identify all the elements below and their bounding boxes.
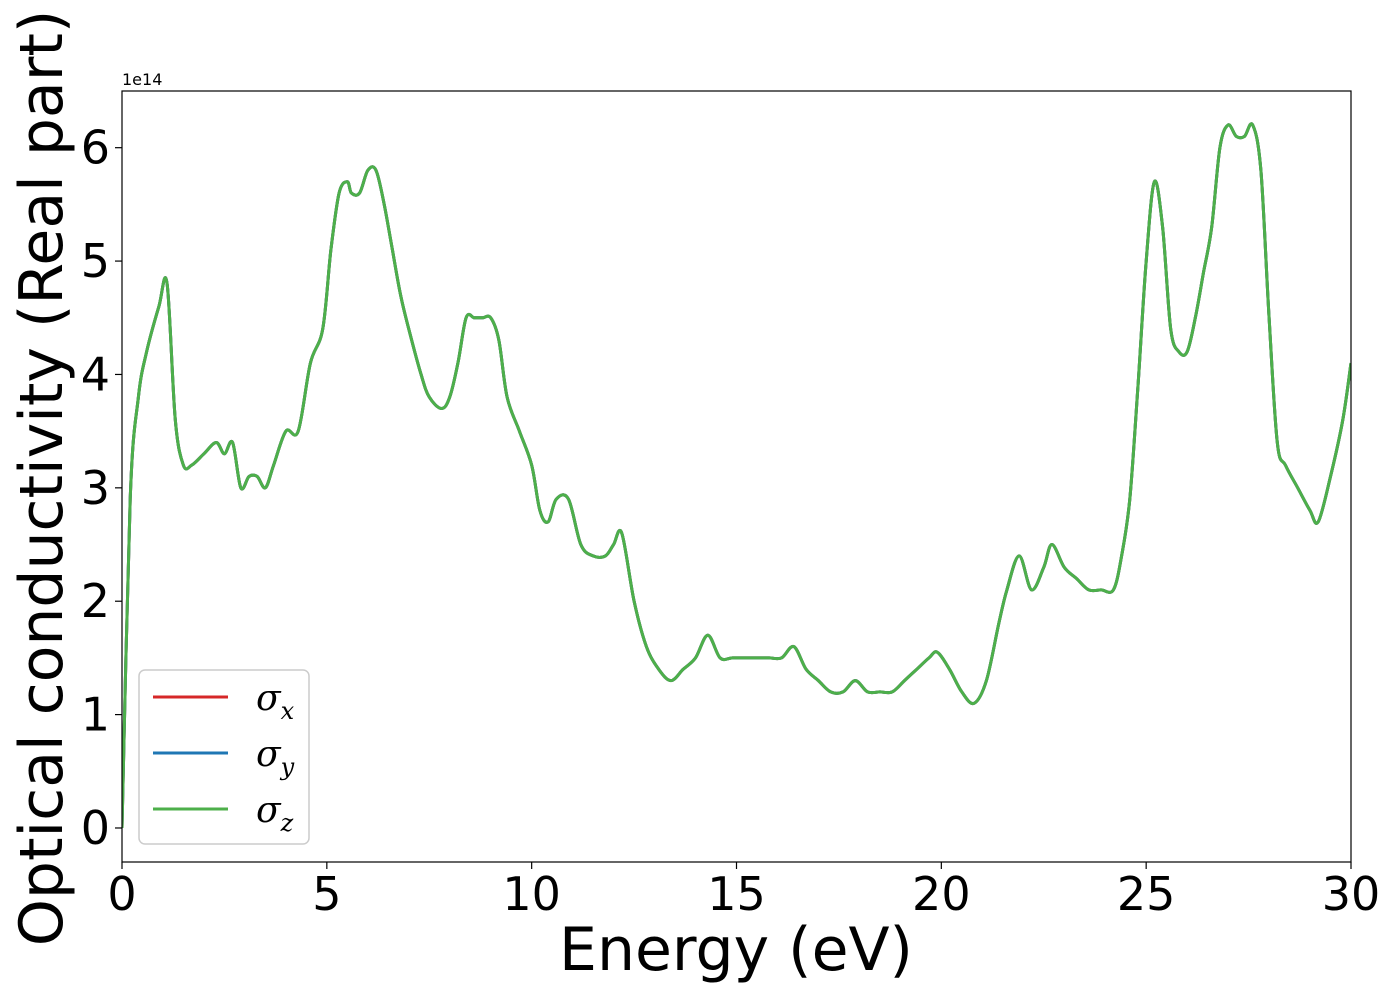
y-tick-label: 2 (81, 574, 110, 628)
y-tick-label: 3 (81, 461, 110, 515)
y-tick-label: 0 (81, 801, 110, 855)
y-tick-label: 5 (81, 234, 110, 288)
y-axis-title: Optical conductivity (Real part) (7, 10, 77, 947)
series-line-z (122, 122, 1351, 829)
y-tick-label: 4 (81, 347, 110, 401)
x-axis: 0 5 10 15 20 25 30 (107, 862, 1380, 921)
x-tick-label: 20 (912, 867, 971, 921)
x-tick-label: 25 (1117, 867, 1176, 921)
x-tick-label: 5 (312, 867, 341, 921)
x-tick-label: 30 (1322, 867, 1381, 921)
y-axis: 0 1 2 3 4 5 6 (81, 121, 122, 855)
x-axis-title: Energy (eV) (559, 915, 913, 985)
y-multiplier-label: 1e14 (122, 70, 162, 89)
y-tick-label: 1 (81, 688, 110, 742)
y-tick-label: 6 (81, 121, 110, 175)
series-layer (122, 122, 1351, 829)
legend-box (138, 669, 310, 845)
x-tick-label: 0 (107, 867, 136, 921)
x-tick-label: 15 (707, 867, 766, 921)
legend-label-z: σz (256, 790, 294, 837)
x-tick-label: 10 (502, 867, 561, 921)
